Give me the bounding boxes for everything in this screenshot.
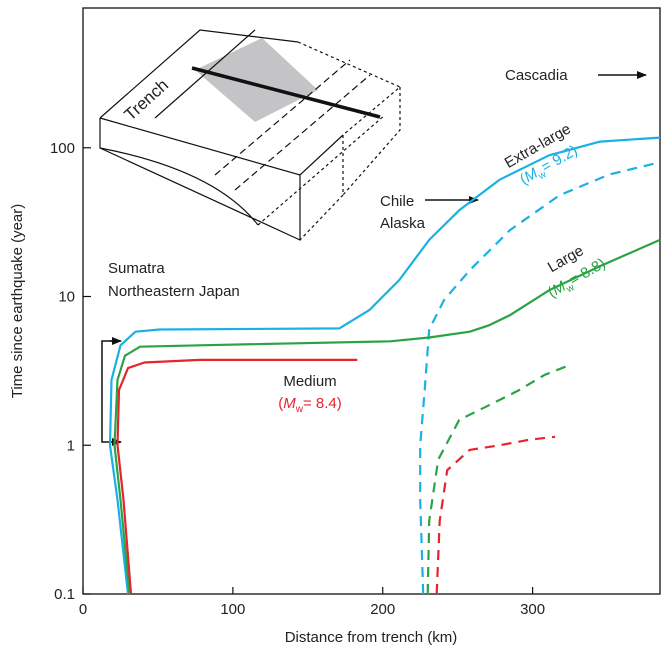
chile-label: Chile — [380, 193, 414, 210]
plot-frame — [82, 7, 661, 595]
dashed-line — [435, 435, 556, 595]
line — [113, 238, 661, 595]
x-axis-label: Distance from trench (km) — [285, 629, 458, 646]
block-diagram — [99, 29, 402, 241]
magnitude-m: M — [283, 395, 296, 412]
series-magnitude: (Mw= 8.4) — [278, 395, 342, 415]
series-label: Medium(Mw= 8.4) — [278, 373, 342, 415]
series-name: Medium — [283, 373, 336, 390]
x-tick-label: 200 — [370, 601, 395, 618]
magnitude-sub: w — [295, 404, 304, 415]
line — [108, 136, 661, 595]
alaska-label: Alaska — [380, 215, 426, 232]
dashed-line — [419, 161, 661, 595]
dashed-line — [426, 363, 571, 595]
x-tick-label: 100 — [220, 601, 245, 618]
cascadia-label: Cascadia — [505, 67, 568, 84]
sumatra-label: Sumatra — [108, 260, 165, 277]
japan-label: Northeastern Japan — [108, 283, 240, 300]
line — [116, 358, 358, 595]
trench-label: Trench — [121, 75, 173, 124]
x-tick-label: 300 — [520, 601, 545, 618]
x-tick-label: 0 — [79, 601, 87, 618]
y-tick-label: 100 — [50, 140, 75, 157]
y-tick-label: 1 — [67, 437, 75, 454]
y-axis-label: Time since earthquake (year) — [9, 204, 26, 399]
magnitude-open: ( — [278, 395, 283, 412]
magnitude-value: = 8.4) — [303, 395, 342, 412]
y-tick-label: 10 — [58, 289, 75, 306]
y-tick-label: 0.1 — [54, 586, 75, 603]
